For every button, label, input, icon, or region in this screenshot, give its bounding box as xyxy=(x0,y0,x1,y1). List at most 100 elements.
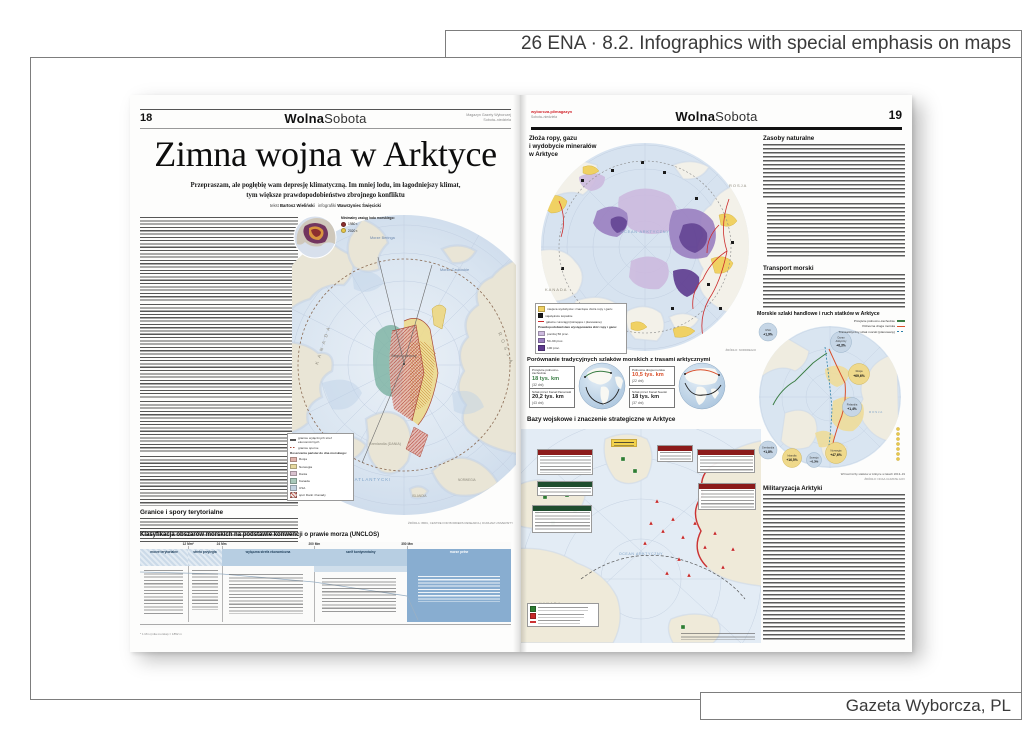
prob-low-swatch xyxy=(538,330,545,337)
country-label: ROSJA xyxy=(729,183,747,188)
growth-bubble: Szwecja −0,3% xyxy=(806,452,822,468)
nwp-route-swatch xyxy=(897,320,905,322)
unclos-text xyxy=(321,578,396,614)
transport-heading: Transport morski xyxy=(763,265,814,272)
claim-swatch-denmark xyxy=(290,470,297,477)
svg-text:−0,3%: −0,3% xyxy=(810,460,819,464)
military-map-source xyxy=(681,633,755,640)
military-callout xyxy=(532,505,592,533)
callout-title-bar xyxy=(699,484,755,489)
route-distance: 20,2 tys. km xyxy=(532,394,564,401)
shipping-caption: Wzrost liczby statków w Arktyce w latach… xyxy=(840,472,905,476)
inset-legend-title: Minimalny zasięg lodu morskiego: xyxy=(341,216,395,220)
legend-claims-title: Roszczenia państw do dna morskiego: xyxy=(290,451,347,456)
legend-country: Rosja xyxy=(299,457,307,462)
slide-footer: Gazeta Wyborcza, PL xyxy=(700,692,1022,720)
bullet-list-block xyxy=(767,203,905,259)
legend-country: Kanada xyxy=(299,478,310,483)
military-callout xyxy=(657,445,693,462)
oil-map-legend: miejsca wydobycia i znaczące złoża ropy … xyxy=(535,303,627,354)
route-days: (37 dni) xyxy=(632,401,644,406)
svg-text:Rosja: Rosja xyxy=(856,369,863,373)
oil-map-source: ŹRÓDŁO: NORDREGIO xyxy=(725,348,756,352)
country-label: NORWEGIA xyxy=(458,478,477,482)
unclos-text xyxy=(143,570,183,614)
svg-text:+1,9%: +1,9% xyxy=(763,333,773,337)
route-days: (32 dni) xyxy=(532,383,544,388)
byline-author: Bartosz Wieliński xyxy=(279,203,315,208)
masthead: WolnaSobota xyxy=(521,109,912,124)
pole-label: Biegun północny xyxy=(391,354,416,358)
callout-text xyxy=(659,452,691,460)
byline-role: tekst xyxy=(269,203,279,208)
border-line-swatch xyxy=(530,621,536,623)
masthead-light: Sobota xyxy=(324,111,367,126)
route-legend-label: Przejście północno-zachodnie xyxy=(853,319,895,323)
growth-bubble: Finlandia +1,4% xyxy=(842,397,862,417)
headline: Zimna wojna w Arktyce xyxy=(154,134,497,174)
shipping-traffic-map: ROSJA USA +1,9% Ocean Arktyczny +6,3% xyxy=(758,322,901,468)
ice-2020-swatch xyxy=(341,228,346,234)
claim-swatch-canada xyxy=(290,478,297,484)
unclos-tick: 200 Mm xyxy=(308,542,321,546)
globe-west-routes xyxy=(578,362,626,410)
route-distance: 10,5 tys. km xyxy=(632,372,664,379)
legend-label: 100 proc. xyxy=(547,345,560,350)
newspaper-page-19: wyborcza.pl/magazyn Sobota–niedziela Wol… xyxy=(521,95,912,652)
unclos-tick: 24 Mm xyxy=(216,542,227,546)
legend-dispute: spór Danii i Kanady xyxy=(299,492,326,497)
page-number: 18 xyxy=(140,112,153,124)
deck: Przepraszam, ale pogłębię wam depresję k… xyxy=(190,182,461,200)
claim-swatch-norway xyxy=(290,463,297,470)
callout-text xyxy=(534,512,590,531)
map-source: ŹRÓDŁA: IBRU, CENTRE FOR BORDERS RESEARC… xyxy=(407,521,513,525)
callout-text xyxy=(539,456,591,473)
unclos-col1: morze terytorialne xyxy=(140,549,189,566)
body-text-block xyxy=(140,304,298,398)
route-name: Szlak przez Kanał Panamski xyxy=(532,389,572,394)
oil-heading: Złoża ropy, gazu i wydobycie minerałów w… xyxy=(529,135,596,158)
sea-label: Morze Czukockie xyxy=(440,268,469,272)
legend-disputed: granice sporne xyxy=(298,445,319,450)
callout-title-bar xyxy=(538,482,592,487)
highlight-text xyxy=(614,441,634,446)
svg-text:USA: USA xyxy=(765,328,771,332)
legend-eez: granice wyłącznych stref ekonomicznych xyxy=(298,436,332,445)
resources-heading: Zasoby naturalne xyxy=(763,135,815,142)
claim-swatch-dispute xyxy=(290,492,297,498)
military-legend xyxy=(527,603,599,627)
svg-text:Grenlandia: Grenlandia xyxy=(762,447,775,450)
oil-heading-line: Złoża ropy, gazu xyxy=(529,135,578,142)
legend-prob-title: Prawdopodobieństwo występowania złóż rop… xyxy=(538,325,617,330)
legend-label: 50–99 proc. xyxy=(547,338,564,343)
shipping-route-legend: Przejście północno-zachodnie Północna dr… xyxy=(817,319,905,335)
legend-country: USA xyxy=(299,485,306,490)
route-name: Przejście północno-zachodnie xyxy=(532,367,559,376)
oil-gas-map: OCEAN ARKTYCZNY ROSJA KANADA xyxy=(541,143,749,351)
ice-2020-label: 2020 r. xyxy=(348,228,359,233)
ice-1980-swatch xyxy=(341,221,346,227)
route-legend-label: Transarktyczny szlak morski (planowany) xyxy=(838,329,895,334)
comparison-heading: Porównanie tradycyjnych szlaków morskich… xyxy=(527,357,711,363)
svg-text:+47,6%: +47,6% xyxy=(830,453,842,457)
prob-high-swatch xyxy=(538,345,545,351)
growth-bubble: Grenlandia +1,8% xyxy=(758,440,778,460)
route-distance: 18 tys. km xyxy=(632,394,660,401)
legend-label: miejsca wydobycia i znaczące złoża ropy … xyxy=(547,306,613,311)
military-callout xyxy=(697,449,755,473)
masthead-light: Sobota xyxy=(715,109,758,124)
route-box-nsr: Północna droga morska 10,5 tys. km (22 d… xyxy=(629,366,675,387)
military-highlight-label xyxy=(611,439,637,447)
bubble-size-key xyxy=(896,427,900,461)
newspaper-spread: 18 WolnaSobota Magazyn Gazety Wyborczej … xyxy=(130,95,912,652)
body-text-block xyxy=(140,217,298,301)
callout-text xyxy=(539,488,591,494)
route-box-panama: Szlak przez Kanał Panamski 20,2 tys. km … xyxy=(529,388,575,409)
nsr-route-swatch xyxy=(897,325,905,328)
unclos-text xyxy=(229,574,304,614)
byline-designer: Wawrzyniec Święcicki xyxy=(337,203,382,208)
svg-text:Ocean: Ocean xyxy=(837,337,845,340)
nato-base-swatch xyxy=(530,606,536,612)
svg-text:Norwegia: Norwegia xyxy=(831,449,843,453)
